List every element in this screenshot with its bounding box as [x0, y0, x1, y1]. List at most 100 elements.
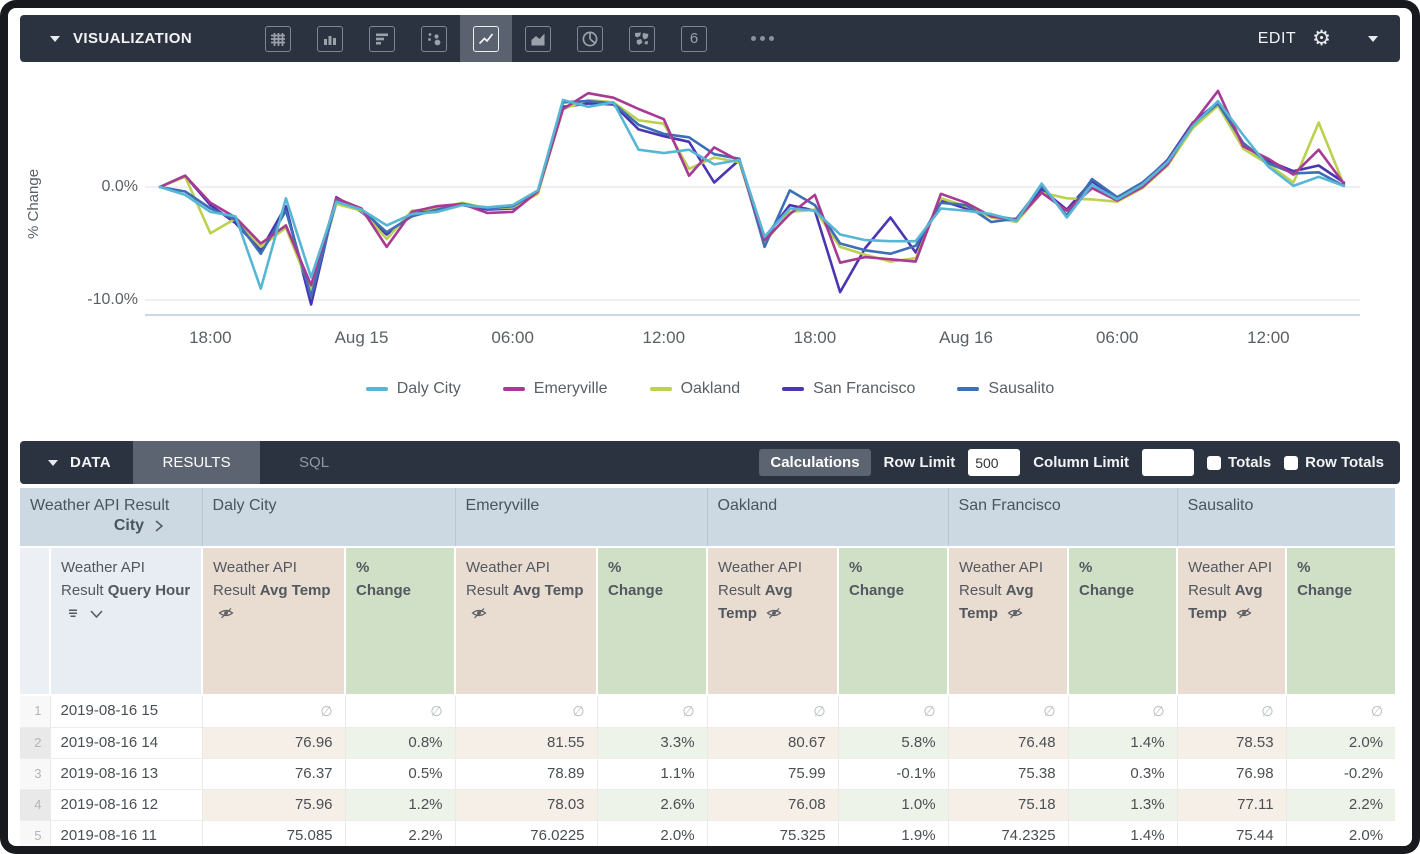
- avg-temp-header[interactable]: Weather API Result Avg Temp: [1176, 546, 1287, 696]
- avg-temp-cell[interactable]: ∅: [947, 694, 1069, 728]
- series-line-emeryville[interactable]: [158, 89, 1346, 287]
- avg-temp-cell[interactable]: 76.48: [947, 727, 1069, 759]
- percent-change-cell[interactable]: 1.1%: [596, 758, 708, 790]
- percent-change-header[interactable]: % Change: [1285, 546, 1395, 696]
- query-hour-cell[interactable]: 2019-08-16 11: [49, 820, 203, 846]
- percent-change-cell[interactable]: 0.5%: [344, 758, 456, 790]
- percent-change-cell[interactable]: 2.0%: [1285, 820, 1395, 846]
- scatter-chart-icon[interactable]: [408, 15, 460, 62]
- avg-temp-cell[interactable]: 78.03: [454, 789, 598, 821]
- avg-temp-cell[interactable]: ∅: [201, 694, 346, 728]
- percent-change-cell[interactable]: ∅: [1285, 694, 1395, 728]
- pivot-header-oakland[interactable]: Oakland: [706, 488, 949, 547]
- legend-item-emeryville[interactable]: Emeryville: [502, 380, 608, 398]
- avg-temp-header[interactable]: Weather API Result Avg Temp: [947, 546, 1069, 696]
- query-hour-cell[interactable]: 2019-08-16 13: [49, 758, 203, 790]
- more-viz-icon[interactable]: [736, 15, 788, 62]
- percent-change-cell[interactable]: 1.3%: [1067, 789, 1178, 821]
- percent-change-cell[interactable]: 0.8%: [344, 727, 456, 759]
- avg-temp-cell[interactable]: 75.325: [706, 820, 839, 846]
- percent-change-header[interactable]: % Change: [1067, 546, 1178, 696]
- row-totals-toggle[interactable]: Row Totals: [1284, 454, 1384, 471]
- pivot-chevron-icon[interactable]: [154, 519, 164, 533]
- column-limit-input[interactable]: [1142, 449, 1195, 476]
- avg-temp-cell[interactable]: 76.98: [1176, 758, 1287, 790]
- query-hour-cell[interactable]: 2019-08-16 14: [49, 727, 203, 759]
- collapse-data-caret-icon[interactable]: [48, 459, 58, 466]
- percent-change-cell[interactable]: 1.0%: [837, 789, 949, 821]
- area-chart-icon[interactable]: [512, 15, 564, 62]
- avg-temp-cell[interactable]: 78.89: [454, 758, 598, 790]
- percent-change-header[interactable]: % Change: [837, 546, 949, 696]
- row-totals-checkbox[interactable]: [1284, 455, 1299, 470]
- map-chart-icon[interactable]: [616, 15, 668, 62]
- percent-change-cell[interactable]: ∅: [596, 694, 708, 728]
- avg-temp-cell[interactable]: 80.67: [706, 727, 839, 759]
- percent-change-cell[interactable]: 5.8%: [837, 727, 949, 759]
- bar-chart-icon[interactable]: [356, 15, 408, 62]
- line-chart-icon[interactable]: [460, 15, 513, 62]
- avg-temp-cell[interactable]: ∅: [1176, 694, 1287, 728]
- avg-temp-cell[interactable]: 75.085: [201, 820, 346, 846]
- percent-change-cell[interactable]: 1.4%: [1067, 727, 1178, 759]
- pie-chart-icon[interactable]: [564, 15, 616, 62]
- percent-change-cell[interactable]: ∅: [1067, 694, 1178, 728]
- avg-temp-cell[interactable]: 76.08: [706, 789, 839, 821]
- percent-change-cell[interactable]: 2.0%: [1285, 727, 1395, 759]
- avg-temp-cell[interactable]: 78.53: [1176, 727, 1287, 759]
- percent-change-header[interactable]: % Change: [596, 546, 708, 696]
- totals-checkbox[interactable]: [1207, 455, 1222, 470]
- percent-change-cell[interactable]: 2.2%: [344, 820, 456, 846]
- series-line-daly-city[interactable]: [158, 98, 1346, 290]
- pivot-header-sausalito[interactable]: Sausalito: [1176, 488, 1395, 547]
- edit-button[interactable]: EDIT: [1257, 29, 1297, 47]
- tab-results[interactable]: RESULTS: [133, 441, 261, 484]
- calculations-button[interactable]: Calculations: [759, 449, 871, 476]
- tab-sql[interactable]: SQL: [299, 454, 330, 471]
- avg-temp-cell[interactable]: 75.99: [706, 758, 839, 790]
- avg-temp-cell[interactable]: 81.55: [454, 727, 598, 759]
- percent-change-cell[interactable]: 1.2%: [344, 789, 456, 821]
- chevron-down-icon[interactable]: [89, 609, 104, 619]
- pivot-header-daly-city[interactable]: Daly City: [201, 488, 456, 547]
- avg-temp-cell[interactable]: ∅: [706, 694, 839, 728]
- avg-temp-cell[interactable]: 75.44: [1176, 820, 1287, 846]
- single-value-icon[interactable]: 6: [668, 15, 720, 62]
- legend-item-sausalito[interactable]: Sausalito: [957, 380, 1054, 398]
- avg-temp-header[interactable]: Weather API Result Avg Temp: [706, 546, 839, 696]
- percent-change-header[interactable]: % Change: [344, 546, 456, 696]
- avg-temp-cell[interactable]: 76.96: [201, 727, 346, 759]
- query-hour-cell[interactable]: 2019-08-16 15: [49, 694, 203, 728]
- avg-temp-cell[interactable]: 77.11: [1176, 789, 1287, 821]
- column-chart-icon[interactable]: [304, 15, 356, 62]
- avg-temp-cell[interactable]: 74.2325: [947, 820, 1069, 846]
- legend-item-oakland[interactable]: Oakland: [649, 380, 740, 398]
- totals-toggle[interactable]: Totals: [1207, 454, 1271, 471]
- avg-temp-cell[interactable]: 76.37: [201, 758, 346, 790]
- pivot-header-san-francisco[interactable]: San Francisco: [947, 488, 1178, 547]
- row-limit-input[interactable]: [968, 449, 1021, 476]
- legend-item-san-francisco[interactable]: San Francisco: [782, 380, 915, 398]
- query-hour-cell[interactable]: 2019-08-16 12: [49, 789, 203, 821]
- percent-change-cell[interactable]: 0.3%: [1067, 758, 1178, 790]
- avg-temp-cell[interactable]: ∅: [454, 694, 598, 728]
- percent-change-cell[interactable]: 2.6%: [596, 789, 708, 821]
- pivot-header-emeryville[interactable]: Emeryville: [454, 488, 708, 547]
- percent-change-cell[interactable]: ∅: [837, 694, 949, 728]
- collapse-visualization-caret-icon[interactable]: [50, 35, 60, 42]
- query-hour-header[interactable]: Weather API Result Query Hour: [48, 546, 203, 696]
- avg-temp-cell[interactable]: 75.96: [201, 789, 346, 821]
- percent-change-cell[interactable]: ∅: [344, 694, 456, 728]
- chart-canvas[interactable]: [8, 62, 1412, 441]
- avg-temp-header[interactable]: Weather API Result Avg Temp: [454, 546, 598, 696]
- percent-change-cell[interactable]: 3.3%: [596, 727, 708, 759]
- viz-settings-button[interactable]: ⚙: [1312, 28, 1378, 49]
- percent-change-cell[interactable]: -0.1%: [837, 758, 949, 790]
- table-chart-icon[interactable]: [252, 15, 304, 62]
- avg-temp-cell[interactable]: 75.38: [947, 758, 1069, 790]
- percent-change-cell[interactable]: 2.0%: [596, 820, 708, 846]
- percent-change-cell[interactable]: -0.2%: [1285, 758, 1395, 790]
- legend-item-daly-city[interactable]: Daly City: [365, 380, 461, 398]
- sort-icon[interactable]: [66, 607, 80, 619]
- dimension-group-header[interactable]: Weather API Result City: [20, 488, 203, 547]
